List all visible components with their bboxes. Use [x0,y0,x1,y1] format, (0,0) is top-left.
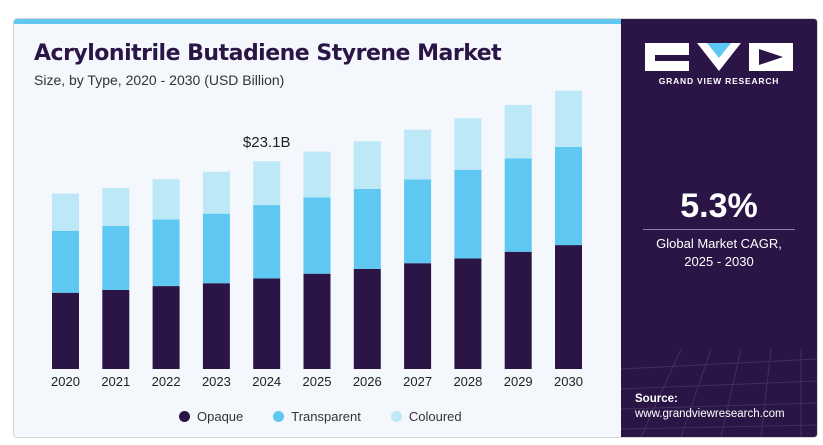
x-tick-label-2027: 2027 [403,374,432,389]
x-tick-label-2022: 2022 [152,374,181,389]
accent-bar [14,19,621,24]
x-tick-label-2024: 2024 [252,374,281,389]
legend-swatch-transparent [273,411,285,422]
bar-coloured-2027 [404,129,432,180]
x-tick-label-2029: 2029 [504,374,533,389]
x-tick-label-2028: 2028 [453,374,482,389]
bar-opaque-2021 [102,289,130,369]
cagr-label-line1: Global Market CAGR, [656,236,782,251]
bar-opaque-2020 [52,292,79,369]
stacked-bar-chart: 2020 2021 2022 2023 2024 $23.1B 2025 2026 2027 20… [51,90,583,389]
chart-panel: Acrylonitrile Butadiene Styrene Market S… [14,24,621,437]
bar-opaque-2022 [152,286,180,369]
bar-coloured-2028 [454,118,482,170]
chart-subtitle: Size, by Type, 2020 - 2030 (USD Billion) [34,72,285,88]
source-note: Source: www.grandviewresearch.com [635,392,785,422]
bar-transparent-2022 [152,219,180,287]
bar-coloured-2025 [303,151,331,198]
x-tick-label-2026: 2026 [353,374,382,389]
bar-opaque-2027 [404,263,432,369]
bar-opaque-2029 [504,251,532,369]
x-tick-label-2020: 2020 [51,374,80,389]
chart-legend: Opaque Transparent Coloured [179,409,462,424]
legend-label-opaque: Opaque [197,409,244,424]
bar-transparent-2030 [555,146,582,246]
cagr-divider [643,229,795,230]
bar-opaque-2023 [202,283,230,369]
bar-coloured-2029 [504,104,532,159]
bar-transparent-2021 [102,226,130,290]
source-url[interactable]: www.grandviewresearch.com [635,408,785,420]
sidebar-panel: GRAND VIEW RESEARCH 5.3% Global Market C… [621,19,817,437]
bar-transparent-2029 [504,158,532,252]
x-tick-label-2030: 2030 [554,374,583,389]
legend-item-opaque: Opaque [179,409,243,424]
x-tick-label-2023: 2023 [202,374,231,389]
bar-opaque-2025 [303,273,331,369]
bar-transparent-2026 [353,188,381,269]
brand-logo [645,43,793,71]
legend-swatch-coloured [390,411,402,422]
bar-coloured-2026 [353,141,381,189]
bar-coloured-2023 [202,171,230,214]
bar-opaque-2024 [253,278,281,369]
source-label: Source: [635,393,678,405]
bar-transparent-2024 [253,205,281,279]
legend-item-transparent: Transparent [273,409,361,424]
bar-transparent-2023 [202,213,230,284]
bar-transparent-2020 [52,230,79,293]
x-tick-label-2021: 2021 [101,374,130,389]
legend-swatch-opaque [179,411,190,422]
data-label-2024: $23.1B [243,134,291,151]
grid-decoration [621,349,817,437]
legend-item-coloured: Coloured [390,409,462,424]
legend-label-transparent: Transparent [291,409,361,424]
bar-coloured-2024 [253,161,281,206]
bar-coloured-2021 [102,187,130,227]
cagr-label: Global Market CAGR, 2025 - 2030 [621,235,817,271]
bar-opaque-2026 [353,268,381,369]
bar-coloured-2020 [52,193,79,231]
cagr-label-line2: 2025 - 2030 [684,254,754,269]
brand-name: GRAND VIEW RESEARCH [658,76,780,86]
bar-coloured-2022 [152,179,180,220]
cagr-value: 5.3% [680,187,758,225]
legend-label-coloured: Coloured [408,409,462,424]
bar-transparent-2027 [404,179,432,264]
x-tick-label-2025: 2025 [303,374,332,389]
bar-opaque-2030 [555,245,582,369]
chart-title: Acrylonitrile Butadiene Styrene Market [34,41,502,66]
bar-transparent-2028 [454,169,482,259]
bar-transparent-2025 [303,197,331,274]
bar-opaque-2028 [454,258,482,369]
bar-coloured-2030 [555,90,582,147]
chart-card: Acrylonitrile Butadiene Styrene Market S… [13,18,818,438]
